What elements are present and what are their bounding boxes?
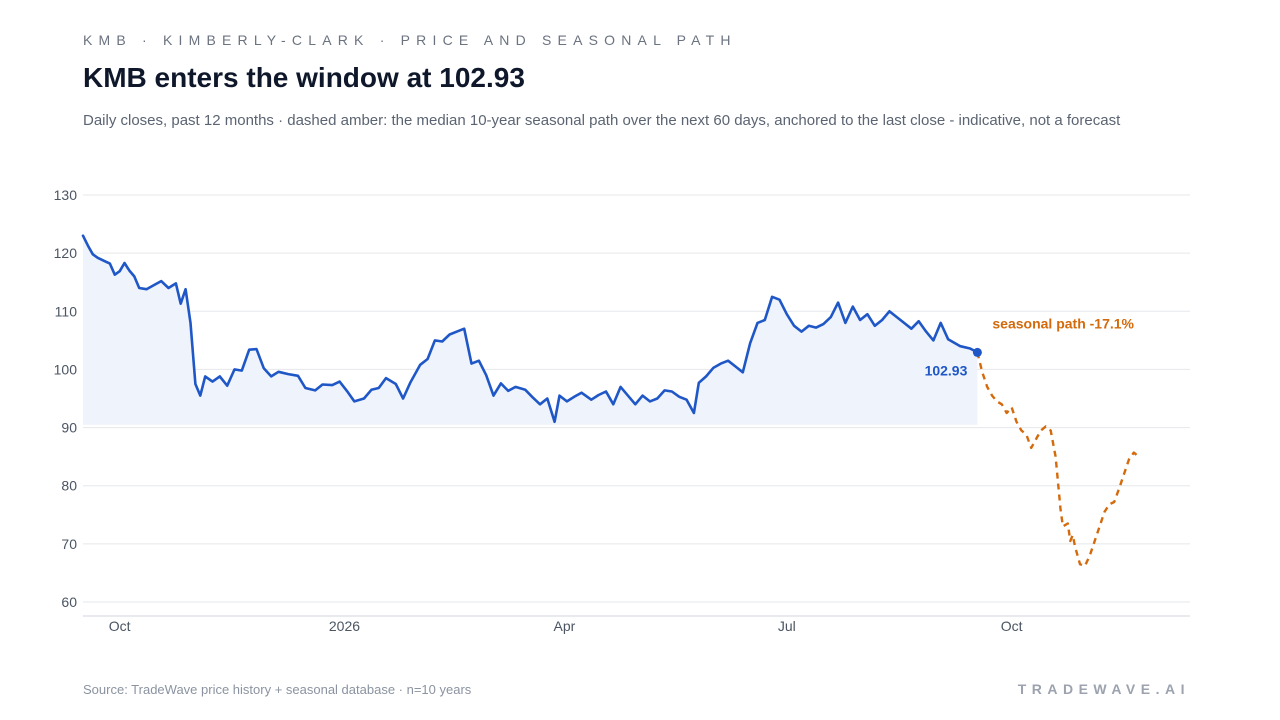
chart-title: KMB enters the window at 102.93	[83, 62, 525, 93]
y-tick-label: 110	[55, 303, 78, 319]
price-line	[81, 234, 979, 424]
x-tick-label: Oct	[1001, 618, 1023, 634]
x-tick-label: Oct	[109, 618, 131, 634]
y-tick-label: 90	[61, 420, 77, 436]
y-tick-label: 80	[61, 478, 77, 494]
x-tick-label: 2026	[329, 618, 360, 634]
y-tick-label: 100	[54, 361, 78, 377]
chart-subtitle: Daily closes, past 12 months · dashed am…	[83, 112, 1121, 129]
y-tick-label: 130	[54, 187, 78, 203]
last-close-label: 102.93	[925, 362, 968, 378]
seasonal-path-label: seasonal path -17.1%	[992, 315, 1134, 331]
chart-eyebrow: KMB · KIMBERLY-CLARK · PRICE AND SEASONA…	[83, 32, 737, 48]
x-axis-ticks: Oct 2026 Apr Jul Oct	[109, 618, 1023, 634]
last-close-marker	[972, 347, 982, 357]
y-tick-label: 120	[54, 245, 78, 261]
grid-lines	[83, 194, 1190, 617]
y-tick-label: 70	[61, 536, 77, 552]
brand-logo: TRADEWAVE.AI	[1017, 681, 1190, 697]
price-area-fill	[83, 235, 978, 425]
y-axis-ticks: 60 70 80 90 100 110 120 130	[54, 187, 78, 610]
y-tick-label: 60	[61, 594, 77, 610]
x-tick-label: Jul	[778, 618, 796, 634]
source-note: Source: TradeWave price history + season…	[83, 682, 472, 697]
x-tick-label: Apr	[554, 618, 576, 634]
seasonal-path-line	[976, 352, 1140, 568]
